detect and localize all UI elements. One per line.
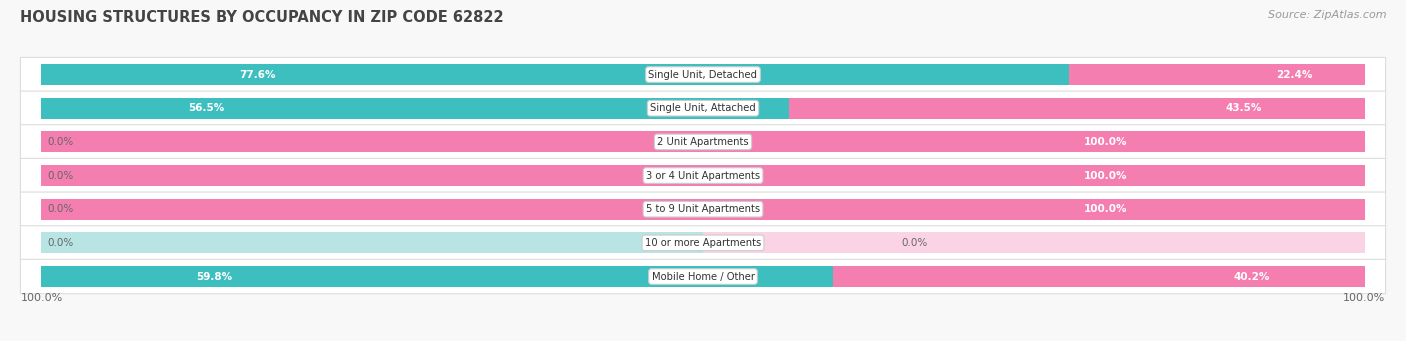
Text: 59.8%: 59.8% — [197, 271, 232, 282]
Text: Single Unit, Detached: Single Unit, Detached — [648, 70, 758, 79]
Text: 10 or more Apartments: 10 or more Apartments — [645, 238, 761, 248]
FancyBboxPatch shape — [703, 132, 1365, 152]
Bar — [41, 199, 1365, 220]
FancyBboxPatch shape — [41, 98, 703, 119]
FancyBboxPatch shape — [21, 125, 1385, 159]
Text: 56.5%: 56.5% — [188, 103, 225, 113]
FancyBboxPatch shape — [703, 233, 1365, 253]
FancyBboxPatch shape — [21, 158, 1385, 193]
FancyBboxPatch shape — [41, 233, 703, 253]
Text: 0.0%: 0.0% — [901, 238, 928, 248]
Text: 22.4%: 22.4% — [1275, 70, 1312, 79]
Text: Source: ZipAtlas.com: Source: ZipAtlas.com — [1268, 10, 1386, 20]
Text: 3 or 4 Unit Apartments: 3 or 4 Unit Apartments — [645, 170, 761, 180]
FancyBboxPatch shape — [41, 266, 703, 287]
Bar — [41, 165, 1365, 186]
Text: Mobile Home / Other: Mobile Home / Other — [651, 271, 755, 282]
FancyBboxPatch shape — [41, 132, 703, 152]
FancyBboxPatch shape — [21, 260, 1385, 294]
Text: 77.6%: 77.6% — [239, 70, 276, 79]
FancyBboxPatch shape — [21, 192, 1385, 226]
Text: 100.0%: 100.0% — [1343, 293, 1385, 303]
Text: 0.0%: 0.0% — [48, 204, 73, 214]
FancyBboxPatch shape — [703, 199, 1365, 220]
Text: 0.0%: 0.0% — [48, 170, 73, 180]
FancyBboxPatch shape — [703, 266, 1365, 287]
Bar — [832, 266, 1365, 287]
Text: 5 to 9 Unit Apartments: 5 to 9 Unit Apartments — [645, 204, 761, 214]
Text: Single Unit, Attached: Single Unit, Attached — [650, 103, 756, 113]
Bar — [41, 266, 832, 287]
Text: 2 Unit Apartments: 2 Unit Apartments — [657, 137, 749, 147]
Bar — [41, 64, 1069, 85]
Text: HOUSING STRUCTURES BY OCCUPANCY IN ZIP CODE 62822: HOUSING STRUCTURES BY OCCUPANCY IN ZIP C… — [20, 10, 503, 25]
FancyBboxPatch shape — [21, 57, 1385, 92]
Bar — [1069, 64, 1365, 85]
Text: 100.0%: 100.0% — [1084, 137, 1128, 147]
FancyBboxPatch shape — [703, 64, 1365, 85]
Text: 100.0%: 100.0% — [1084, 204, 1128, 214]
Text: 40.2%: 40.2% — [1233, 271, 1270, 282]
Text: 43.5%: 43.5% — [1225, 103, 1261, 113]
Text: 100.0%: 100.0% — [1084, 170, 1128, 180]
FancyBboxPatch shape — [41, 165, 703, 186]
FancyBboxPatch shape — [703, 98, 1365, 119]
Text: 0.0%: 0.0% — [48, 238, 73, 248]
FancyBboxPatch shape — [41, 199, 703, 220]
Bar — [789, 98, 1365, 119]
FancyBboxPatch shape — [703, 165, 1365, 186]
FancyBboxPatch shape — [21, 226, 1385, 260]
Bar — [41, 132, 1365, 152]
Bar — [41, 98, 789, 119]
FancyBboxPatch shape — [41, 64, 703, 85]
FancyBboxPatch shape — [21, 91, 1385, 125]
Text: 100.0%: 100.0% — [21, 293, 63, 303]
Text: 0.0%: 0.0% — [48, 137, 73, 147]
